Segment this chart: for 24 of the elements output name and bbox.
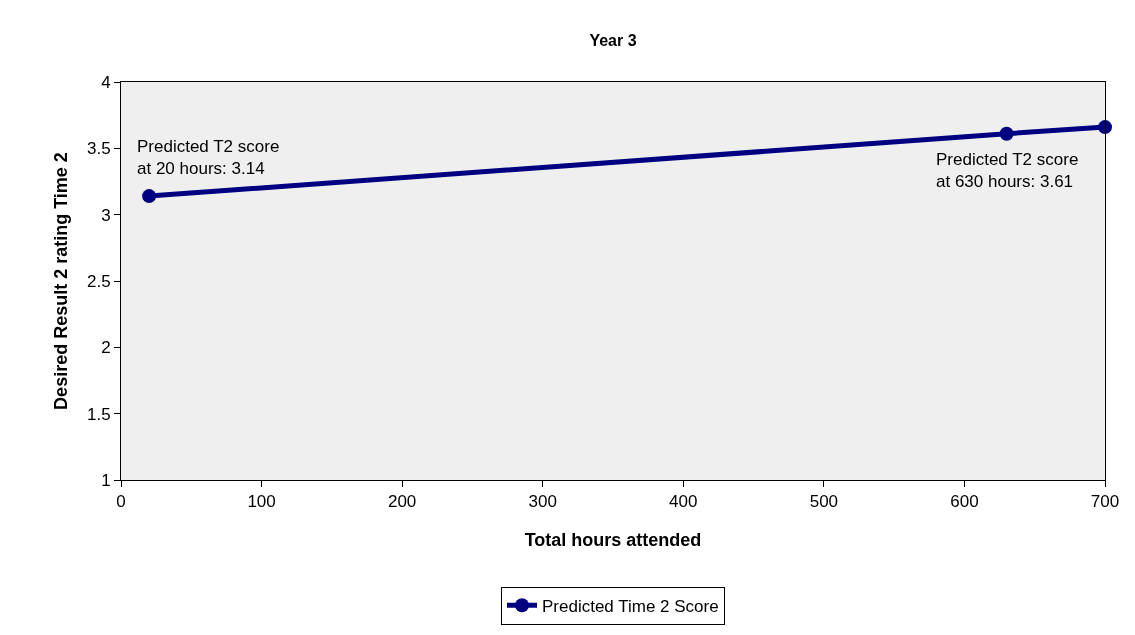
x-tick-label: 100 xyxy=(247,492,276,512)
y-tick-label: 1.5 xyxy=(86,404,111,424)
x-tick-label: 400 xyxy=(669,492,698,512)
y-tick-label: 3 xyxy=(101,205,111,225)
legend-label: Predicted Time 2 Score xyxy=(542,596,719,616)
y-tick-label: 1 xyxy=(101,470,111,490)
x-axis-title: Total hours attended xyxy=(524,529,702,550)
point xyxy=(1098,120,1112,135)
x-tick-label: 600 xyxy=(950,492,979,512)
x-tick-label: 0 xyxy=(116,492,126,512)
chart-title: Year 3 xyxy=(589,31,637,49)
y-axis-title: Desired Result 2 rating Time 2 xyxy=(51,152,72,410)
annotation: Predicted T2 score at 20 hours: 3.14 xyxy=(137,137,280,179)
y-tick-label: 4 xyxy=(101,72,111,92)
y-tick-label: 2.5 xyxy=(86,271,111,291)
annotation: Predicted T2 score at 630 hours: 3.61 xyxy=(936,150,1079,192)
y-tick-label: 2 xyxy=(101,338,111,358)
point xyxy=(999,126,1014,141)
point xyxy=(142,189,157,204)
x-tick-label: 500 xyxy=(809,492,839,512)
x-tick-label: 300 xyxy=(528,492,557,512)
x-tick-label: 200 xyxy=(387,492,417,512)
y-tick-label: 3.5 xyxy=(86,139,111,159)
x-tick-label: 700 xyxy=(1090,492,1120,512)
